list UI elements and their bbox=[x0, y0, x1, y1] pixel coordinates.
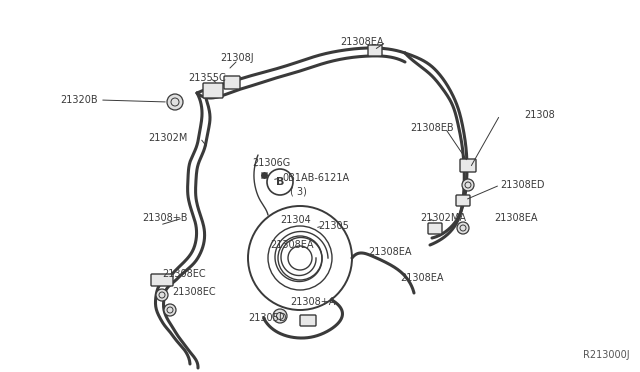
Text: 0B1AB-6121A: 0B1AB-6121A bbox=[282, 173, 349, 183]
Text: 21302M: 21302M bbox=[148, 133, 188, 143]
Text: 21308EC: 21308EC bbox=[172, 287, 216, 297]
Text: 21308J: 21308J bbox=[220, 53, 253, 63]
Text: 21306G: 21306G bbox=[252, 158, 291, 168]
Text: B: B bbox=[276, 177, 284, 187]
Text: 21308: 21308 bbox=[524, 110, 555, 120]
Text: 21308EB: 21308EB bbox=[410, 123, 454, 133]
Text: 21308EA: 21308EA bbox=[340, 37, 383, 47]
Circle shape bbox=[273, 309, 287, 323]
Circle shape bbox=[462, 179, 474, 191]
FancyBboxPatch shape bbox=[300, 315, 316, 326]
FancyBboxPatch shape bbox=[203, 83, 223, 98]
Text: 21308EC: 21308EC bbox=[162, 269, 205, 279]
Circle shape bbox=[457, 222, 469, 234]
Text: 21302MA: 21302MA bbox=[420, 213, 466, 223]
Text: 21305D: 21305D bbox=[248, 313, 287, 323]
Text: 21308+B: 21308+B bbox=[142, 213, 188, 223]
Circle shape bbox=[156, 289, 168, 301]
Circle shape bbox=[167, 94, 183, 110]
Text: 21308EA: 21308EA bbox=[494, 213, 538, 223]
Text: 21308+A: 21308+A bbox=[290, 297, 335, 307]
Text: 21355C: 21355C bbox=[188, 73, 226, 83]
Text: 21304: 21304 bbox=[280, 215, 311, 225]
FancyBboxPatch shape bbox=[368, 45, 382, 56]
Text: 21308EA: 21308EA bbox=[270, 240, 314, 250]
Text: 21305: 21305 bbox=[318, 221, 349, 231]
Text: R213000J: R213000J bbox=[584, 350, 630, 360]
Text: 21308EA: 21308EA bbox=[400, 273, 444, 283]
Text: 21308EA: 21308EA bbox=[368, 247, 412, 257]
Text: 21320B: 21320B bbox=[60, 95, 98, 105]
FancyBboxPatch shape bbox=[456, 195, 470, 206]
Text: ( 3): ( 3) bbox=[290, 186, 307, 196]
FancyBboxPatch shape bbox=[428, 223, 442, 234]
Circle shape bbox=[164, 304, 176, 316]
FancyBboxPatch shape bbox=[224, 76, 240, 89]
FancyBboxPatch shape bbox=[460, 159, 476, 172]
FancyBboxPatch shape bbox=[151, 274, 173, 286]
Text: 21308ED: 21308ED bbox=[500, 180, 545, 190]
